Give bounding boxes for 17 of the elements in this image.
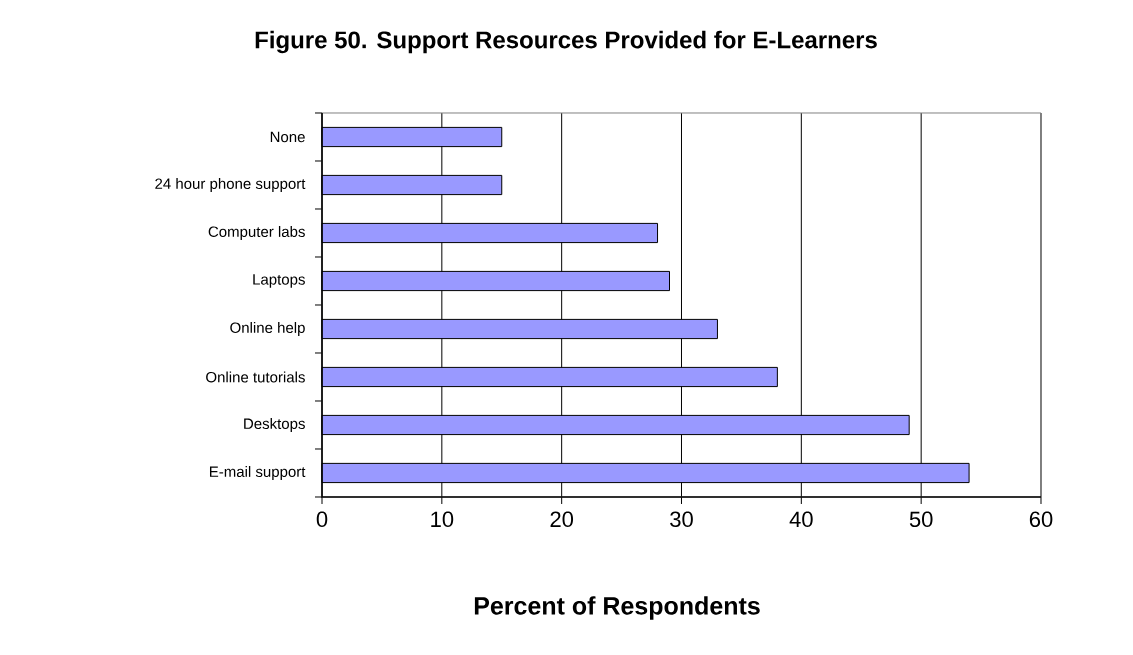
chart-title: Figure 50. Support Resources Provided for E-Learners <box>255 30 877 54</box>
x-tick-label: 20 <box>550 511 574 528</box>
y-tick-label: Computer labs <box>208 226 305 240</box>
y-tick-label: Laptops <box>253 274 305 288</box>
x-tick-label: 60 <box>1029 511 1053 528</box>
y-tick-label: Online help <box>230 322 305 336</box>
x-tick-label: 50 <box>909 511 933 528</box>
y-tick-label: 24 hour phone support <box>155 178 306 192</box>
x-axis-title: Percent of Respondents <box>474 596 760 620</box>
x-tick-label: 0 <box>316 511 328 528</box>
y-tick-label: Online tutorials <box>206 371 305 383</box>
y-tick-label: None <box>270 131 305 143</box>
x-tick-label: 10 <box>431 511 454 528</box>
x-tick-label: 40 <box>789 511 813 528</box>
y-tick-label: E-mail support <box>209 466 306 480</box>
y-tick-label: Desktops <box>244 418 305 432</box>
x-tick-label: 30 <box>670 511 693 528</box>
